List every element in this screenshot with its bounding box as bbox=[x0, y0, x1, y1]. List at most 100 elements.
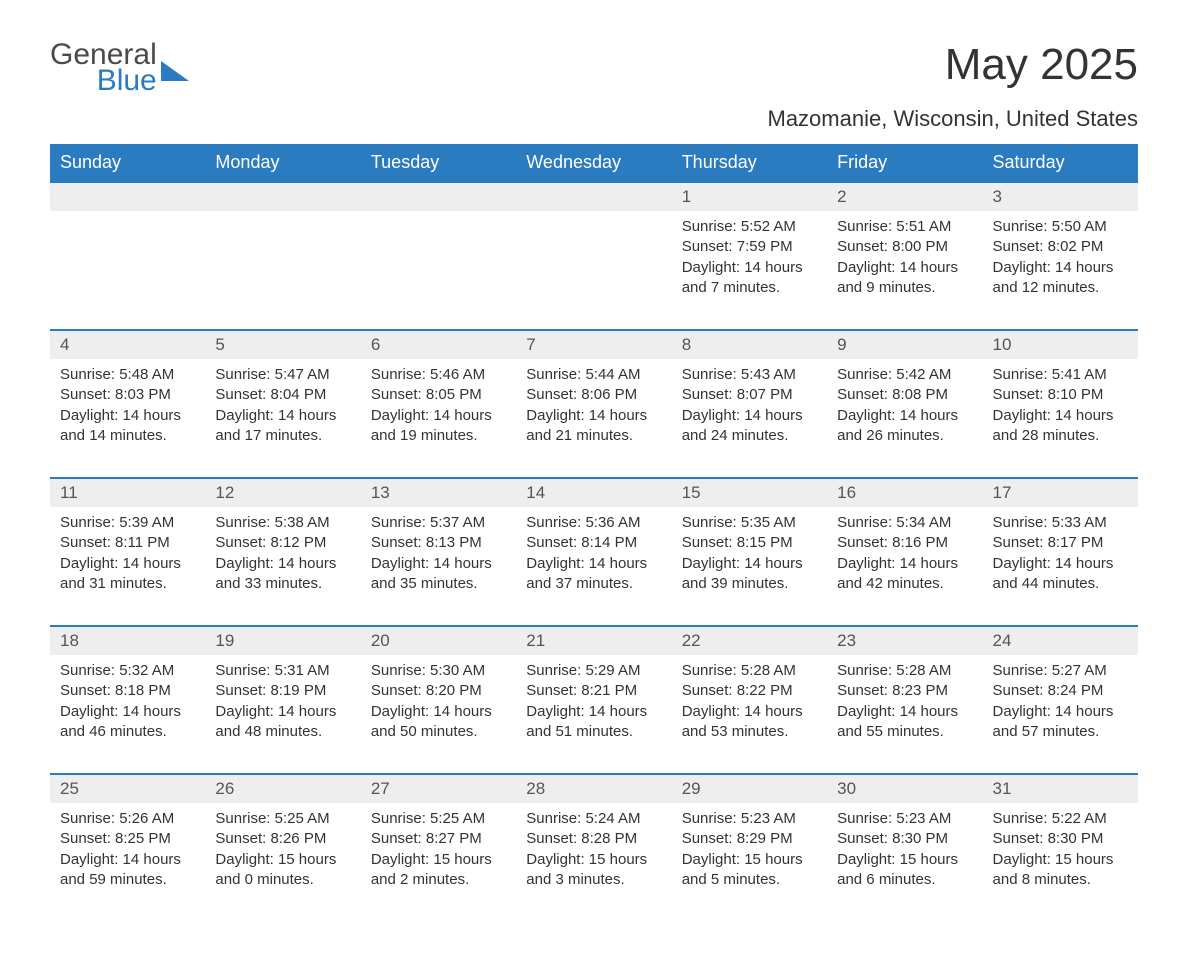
day-header: Tuesday bbox=[361, 144, 516, 182]
calendar-table: SundayMondayTuesdayWednesdayThursdayFrid… bbox=[50, 144, 1138, 921]
sunset-text: Sunset: 8:24 PM bbox=[993, 681, 1128, 701]
sunrise-text: Sunrise: 5:27 AM bbox=[993, 661, 1128, 681]
sunset-text: Sunset: 8:21 PM bbox=[526, 681, 661, 701]
day-number-cell: 29 bbox=[672, 774, 827, 803]
day-header: Friday bbox=[827, 144, 982, 182]
sunset-text: Sunset: 8:07 PM bbox=[682, 385, 817, 405]
logo-text: General Blue bbox=[50, 40, 157, 96]
day-number-cell: 5 bbox=[205, 330, 360, 359]
daylight-text: Daylight: 14 hours and 39 minutes. bbox=[682, 554, 817, 595]
day-header: Monday bbox=[205, 144, 360, 182]
day-content-cell: Sunrise: 5:39 AMSunset: 8:11 PMDaylight:… bbox=[50, 507, 205, 626]
day-content-cell: Sunrise: 5:29 AMSunset: 8:21 PMDaylight:… bbox=[516, 655, 671, 774]
daylight-text: Daylight: 14 hours and 44 minutes. bbox=[993, 554, 1128, 595]
sunset-text: Sunset: 8:10 PM bbox=[993, 385, 1128, 405]
sunrise-text: Sunrise: 5:34 AM bbox=[837, 513, 972, 533]
day-content-cell: Sunrise: 5:27 AMSunset: 8:24 PMDaylight:… bbox=[983, 655, 1138, 774]
sunset-text: Sunset: 8:30 PM bbox=[993, 829, 1128, 849]
day-content-cell: Sunrise: 5:41 AMSunset: 8:10 PMDaylight:… bbox=[983, 359, 1138, 478]
day-number-cell bbox=[205, 182, 360, 211]
daylight-text: Daylight: 14 hours and 35 minutes. bbox=[371, 554, 506, 595]
sunrise-text: Sunrise: 5:48 AM bbox=[60, 365, 195, 385]
day-number-cell: 25 bbox=[50, 774, 205, 803]
sunrise-text: Sunrise: 5:43 AM bbox=[682, 365, 817, 385]
sunset-text: Sunset: 8:12 PM bbox=[215, 533, 350, 553]
daylight-text: Daylight: 14 hours and 59 minutes. bbox=[60, 850, 195, 891]
day-content-cell: Sunrise: 5:42 AMSunset: 8:08 PMDaylight:… bbox=[827, 359, 982, 478]
daylight-text: Daylight: 14 hours and 14 minutes. bbox=[60, 406, 195, 447]
day-number-cell: 3 bbox=[983, 182, 1138, 211]
day-content-cell: Sunrise: 5:33 AMSunset: 8:17 PMDaylight:… bbox=[983, 507, 1138, 626]
daylight-text: Daylight: 14 hours and 51 minutes. bbox=[526, 702, 661, 743]
logo: General Blue bbox=[50, 40, 189, 96]
sunset-text: Sunset: 8:13 PM bbox=[371, 533, 506, 553]
daylight-text: Daylight: 14 hours and 55 minutes. bbox=[837, 702, 972, 743]
sunset-text: Sunset: 8:14 PM bbox=[526, 533, 661, 553]
sunset-text: Sunset: 8:23 PM bbox=[837, 681, 972, 701]
daylight-text: Daylight: 14 hours and 31 minutes. bbox=[60, 554, 195, 595]
day-content-cell: Sunrise: 5:52 AMSunset: 7:59 PMDaylight:… bbox=[672, 211, 827, 330]
sunset-text: Sunset: 8:25 PM bbox=[60, 829, 195, 849]
sunrise-text: Sunrise: 5:24 AM bbox=[526, 809, 661, 829]
day-number-cell: 19 bbox=[205, 626, 360, 655]
sunrise-text: Sunrise: 5:52 AM bbox=[682, 217, 817, 237]
sunset-text: Sunset: 8:02 PM bbox=[993, 237, 1128, 257]
sunrise-text: Sunrise: 5:32 AM bbox=[60, 661, 195, 681]
sunrise-text: Sunrise: 5:28 AM bbox=[682, 661, 817, 681]
sunset-text: Sunset: 8:06 PM bbox=[526, 385, 661, 405]
sunrise-text: Sunrise: 5:28 AM bbox=[837, 661, 972, 681]
sunrise-text: Sunrise: 5:23 AM bbox=[837, 809, 972, 829]
day-number-cell: 31 bbox=[983, 774, 1138, 803]
daylight-text: Daylight: 14 hours and 57 minutes. bbox=[993, 702, 1128, 743]
day-header: Saturday bbox=[983, 144, 1138, 182]
day-content-cell: Sunrise: 5:46 AMSunset: 8:05 PMDaylight:… bbox=[361, 359, 516, 478]
day-number-cell: 27 bbox=[361, 774, 516, 803]
day-header: Sunday bbox=[50, 144, 205, 182]
daylight-text: Daylight: 14 hours and 37 minutes. bbox=[526, 554, 661, 595]
day-number-cell: 30 bbox=[827, 774, 982, 803]
logo-triangle-icon bbox=[161, 61, 189, 81]
daynum-row: 11121314151617 bbox=[50, 478, 1138, 507]
day-number-cell: 2 bbox=[827, 182, 982, 211]
sunrise-text: Sunrise: 5:44 AM bbox=[526, 365, 661, 385]
sunset-text: Sunset: 8:05 PM bbox=[371, 385, 506, 405]
daylight-text: Daylight: 14 hours and 21 minutes. bbox=[526, 406, 661, 447]
sunrise-text: Sunrise: 5:38 AM bbox=[215, 513, 350, 533]
sunset-text: Sunset: 8:30 PM bbox=[837, 829, 972, 849]
day-number-cell: 23 bbox=[827, 626, 982, 655]
sunset-text: Sunset: 8:15 PM bbox=[682, 533, 817, 553]
day-content-cell: Sunrise: 5:37 AMSunset: 8:13 PMDaylight:… bbox=[361, 507, 516, 626]
day-content-cell: Sunrise: 5:23 AMSunset: 8:30 PMDaylight:… bbox=[827, 803, 982, 921]
day-number-cell: 13 bbox=[361, 478, 516, 507]
day-content-cell: Sunrise: 5:24 AMSunset: 8:28 PMDaylight:… bbox=[516, 803, 671, 921]
daylight-text: Daylight: 14 hours and 7 minutes. bbox=[682, 258, 817, 299]
day-content-cell: Sunrise: 5:34 AMSunset: 8:16 PMDaylight:… bbox=[827, 507, 982, 626]
sunrise-text: Sunrise: 5:37 AM bbox=[371, 513, 506, 533]
daylight-text: Daylight: 14 hours and 46 minutes. bbox=[60, 702, 195, 743]
sunset-text: Sunset: 8:27 PM bbox=[371, 829, 506, 849]
daylight-text: Daylight: 14 hours and 19 minutes. bbox=[371, 406, 506, 447]
day-number-cell: 16 bbox=[827, 478, 982, 507]
sunrise-text: Sunrise: 5:25 AM bbox=[215, 809, 350, 829]
day-content-cell: Sunrise: 5:35 AMSunset: 8:15 PMDaylight:… bbox=[672, 507, 827, 626]
day-number-cell: 26 bbox=[205, 774, 360, 803]
day-number-cell: 4 bbox=[50, 330, 205, 359]
sunrise-text: Sunrise: 5:31 AM bbox=[215, 661, 350, 681]
sunset-text: Sunset: 8:11 PM bbox=[60, 533, 195, 553]
content-row: Sunrise: 5:52 AMSunset: 7:59 PMDaylight:… bbox=[50, 211, 1138, 330]
sunrise-text: Sunrise: 5:51 AM bbox=[837, 217, 972, 237]
day-content-cell: Sunrise: 5:28 AMSunset: 8:22 PMDaylight:… bbox=[672, 655, 827, 774]
daylight-text: Daylight: 14 hours and 17 minutes. bbox=[215, 406, 350, 447]
daylight-text: Daylight: 15 hours and 6 minutes. bbox=[837, 850, 972, 891]
day-content-cell: Sunrise: 5:22 AMSunset: 8:30 PMDaylight:… bbox=[983, 803, 1138, 921]
day-number-cell: 24 bbox=[983, 626, 1138, 655]
sunset-text: Sunset: 8:16 PM bbox=[837, 533, 972, 553]
location-subtitle: Mazomanie, Wisconsin, United States bbox=[50, 106, 1138, 132]
daynum-row: 123 bbox=[50, 182, 1138, 211]
daylight-text: Daylight: 14 hours and 33 minutes. bbox=[215, 554, 350, 595]
day-content-cell: Sunrise: 5:48 AMSunset: 8:03 PMDaylight:… bbox=[50, 359, 205, 478]
sunrise-text: Sunrise: 5:22 AM bbox=[993, 809, 1128, 829]
day-number-cell: 15 bbox=[672, 478, 827, 507]
sunrise-text: Sunrise: 5:46 AM bbox=[371, 365, 506, 385]
day-content-cell: Sunrise: 5:50 AMSunset: 8:02 PMDaylight:… bbox=[983, 211, 1138, 330]
